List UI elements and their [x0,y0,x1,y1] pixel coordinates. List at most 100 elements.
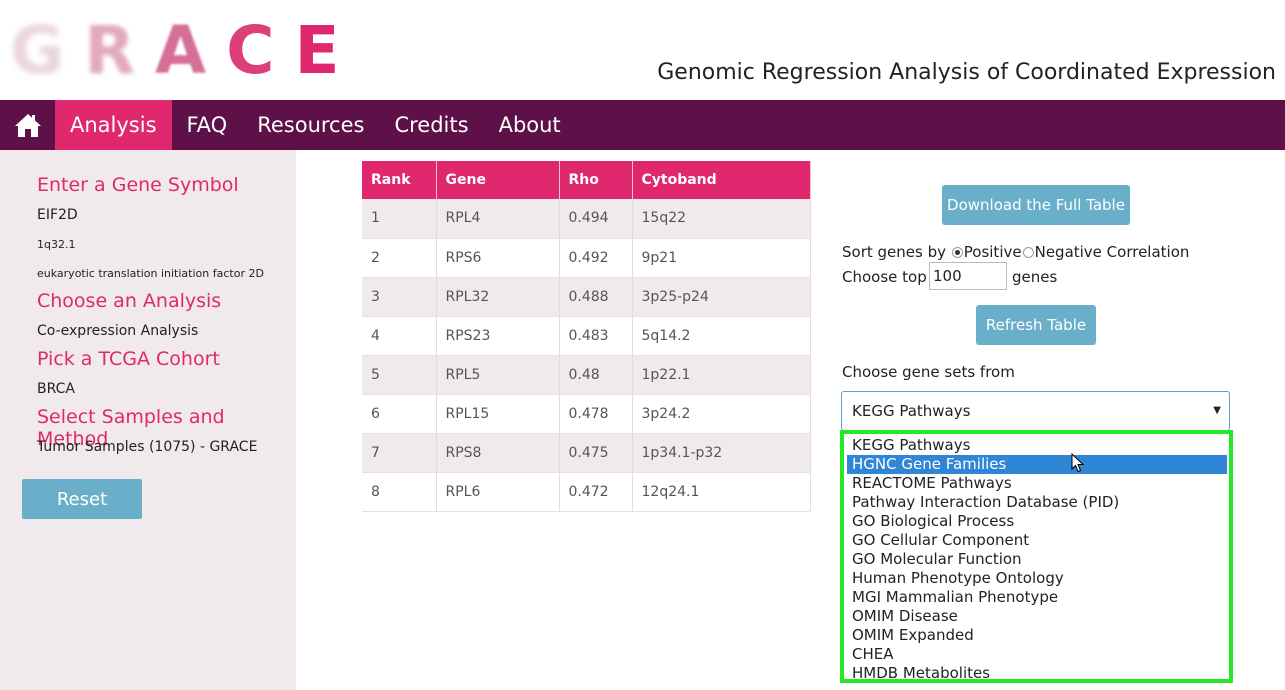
analysis-value: Co-expression Analysis [37,323,199,339]
refresh-table-button[interactable]: Refresh Table [976,305,1096,345]
top-genes-input[interactable] [929,262,1007,290]
gene-set-option[interactable]: GO Biological Process [852,512,1015,530]
nav-item-credits[interactable]: Credits [394,113,469,137]
coexpression-table: Rank Gene Rho Cytoband 1 RPL4 0.494 15q2… [362,161,811,512]
gene-set-option[interactable]: KEGG Pathways [852,436,971,454]
gene-symbol-heading[interactable]: Enter a Gene Symbol [37,174,239,196]
nav-item-analysis[interactable]: Analysis [55,100,172,150]
cell-rho: 0.48 [559,355,633,395]
logo-letter: C [226,12,295,89]
cell-cytoband: 5q14.2 [632,316,811,356]
gene-sets-dropdown-list: KEGG Pathways HGNC Gene Families REACTOM… [840,430,1233,683]
gene-sets-label: Choose gene sets from [842,363,1015,381]
nav-home[interactable] [0,100,55,150]
column-header-rho[interactable]: Rho [559,161,633,199]
cell-rho: 0.475 [559,433,633,473]
cell-cytoband: 3p24.2 [632,394,811,434]
nav-item-about[interactable]: About [498,113,561,137]
cell-rank: 4 [362,316,437,356]
column-header-rank[interactable]: Rank [362,161,437,199]
table-row: 8 RPL6 0.472 12q24.1 [362,472,811,512]
analysis-heading[interactable]: Choose an Analysis [37,290,222,312]
cell-gene: RPL15 [436,394,560,434]
gene-description: eukaryotic translation initiation factor… [37,267,264,280]
gene-sets-select[interactable]: KEGG Pathways ▼ [841,391,1230,431]
cell-rank: 8 [362,472,437,512]
gene-set-option[interactable]: MGI Mammalian Phenotype [852,588,1059,606]
gene-set-option[interactable]: CHEA [852,645,894,663]
cell-rho: 0.494 [559,199,633,239]
logo-letter: A [155,12,227,89]
table-row: 6 RPL15 0.478 3p24.2 [362,394,811,434]
nav-item-faq[interactable]: FAQ [186,113,228,137]
cell-cytoband: 1p22.1 [632,355,811,395]
gene-set-option[interactable]: Human Phenotype Ontology [852,569,1064,587]
gene-set-option[interactable]: HMDB Metabolites [852,664,991,682]
cell-rho: 0.478 [559,394,633,434]
cell-rank: 5 [362,355,437,395]
samples-heading[interactable]: Select Samples and Method [37,406,225,450]
gene-set-option[interactable]: Pathway Interaction Database (PID) [852,493,1120,511]
sort-label: Sort genes by [842,243,946,261]
gene-set-option-highlighted[interactable]: HGNC Gene Families [847,455,1227,474]
logo-letter: E [294,12,360,89]
analysis-sidebar: Enter a Gene Symbol EIF2D 1q32.1 eukaryo… [0,150,296,690]
table-header-row: Rank Gene Rho Cytoband [362,161,811,199]
gene-location: 1q32.1 [37,238,76,251]
sort-genes-row: Sort genes by Positive Negative Correlati… [842,243,1189,261]
cell-gene: RPS6 [436,238,560,278]
main-nav: Analysis FAQ Resources Credits About [0,100,1285,150]
samples-value: Tumor Samples (1075) - GRACE [37,439,258,455]
page-header: GRACE Genomic Regression Analysis of Coo… [0,0,1285,100]
table-row: 7 RPS8 0.475 1p34.1-p32 [362,433,811,473]
cell-gene: RPL32 [436,277,560,317]
gene-set-option[interactable]: REACTOME Pathways [852,474,1012,492]
genes-label: genes [1012,268,1058,286]
cell-rho: 0.472 [559,472,633,512]
dropdown-arrow-icon[interactable]: ▼ [1213,405,1221,416]
cell-rank: 6 [362,394,437,434]
table-row: 4 RPS23 0.483 5q14.2 [362,316,811,356]
gene-set-option[interactable]: GO Molecular Function [852,550,1022,568]
cell-gene: RPL5 [436,355,560,395]
grace-logo[interactable]: GRACE [10,12,360,89]
cell-cytoband: 9p21 [632,238,811,278]
cell-rho: 0.483 [559,316,633,356]
cell-cytoband: 15q22 [632,199,811,239]
cell-gene: RPS23 [436,316,560,356]
table-row: 3 RPL32 0.488 3p25-p24 [362,277,811,317]
sort-negative-label[interactable]: Negative Correlation [1034,243,1190,261]
logo-letter: G [10,12,85,89]
sort-negative-radio[interactable] [1022,247,1034,258]
gene-sets-selected-value: KEGG Pathways [852,402,971,420]
gene-set-option[interactable]: GO Cellular Component [852,531,1030,549]
download-full-table-button[interactable]: Download the Full Table [942,185,1130,225]
gene-symbol-value: EIF2D [37,207,78,223]
column-header-gene[interactable]: Gene [436,161,560,199]
cell-cytoband: 3p25-p24 [632,277,811,317]
table-row: 5 RPL5 0.48 1p22.1 [362,355,811,395]
cell-cytoband: 12q24.1 [632,472,811,512]
cell-rank: 3 [362,277,437,317]
gene-set-option[interactable]: OMIM Expanded [852,626,974,644]
cell-gene: RPS8 [436,433,560,473]
table-row: 1 RPL4 0.494 15q22 [362,199,811,239]
cell-gene: RPL6 [436,472,560,512]
cell-rho: 0.492 [559,238,633,278]
nav-item-resources[interactable]: Resources [257,113,365,137]
gene-set-option[interactable]: OMIM Disease [852,607,958,625]
cohort-heading[interactable]: Pick a TCGA Cohort [37,348,220,370]
home-icon [14,114,41,137]
cell-rho: 0.488 [559,277,633,317]
cell-rank: 7 [362,433,437,473]
reset-button[interactable]: Reset [22,479,142,519]
cohort-value: BRCA [37,381,75,397]
cell-gene: RPL4 [436,199,560,239]
sort-positive-label[interactable]: Positive [963,243,1022,261]
cell-rank: 1 [362,199,437,239]
mouse-pointer-icon [1071,453,1085,473]
site-tagline: Genomic Regression Analysis of Coordinat… [657,60,1276,85]
sort-positive-radio[interactable] [951,247,963,258]
choose-top-label: Choose top [842,268,927,286]
column-header-cytoband[interactable]: Cytoband [632,161,811,199]
